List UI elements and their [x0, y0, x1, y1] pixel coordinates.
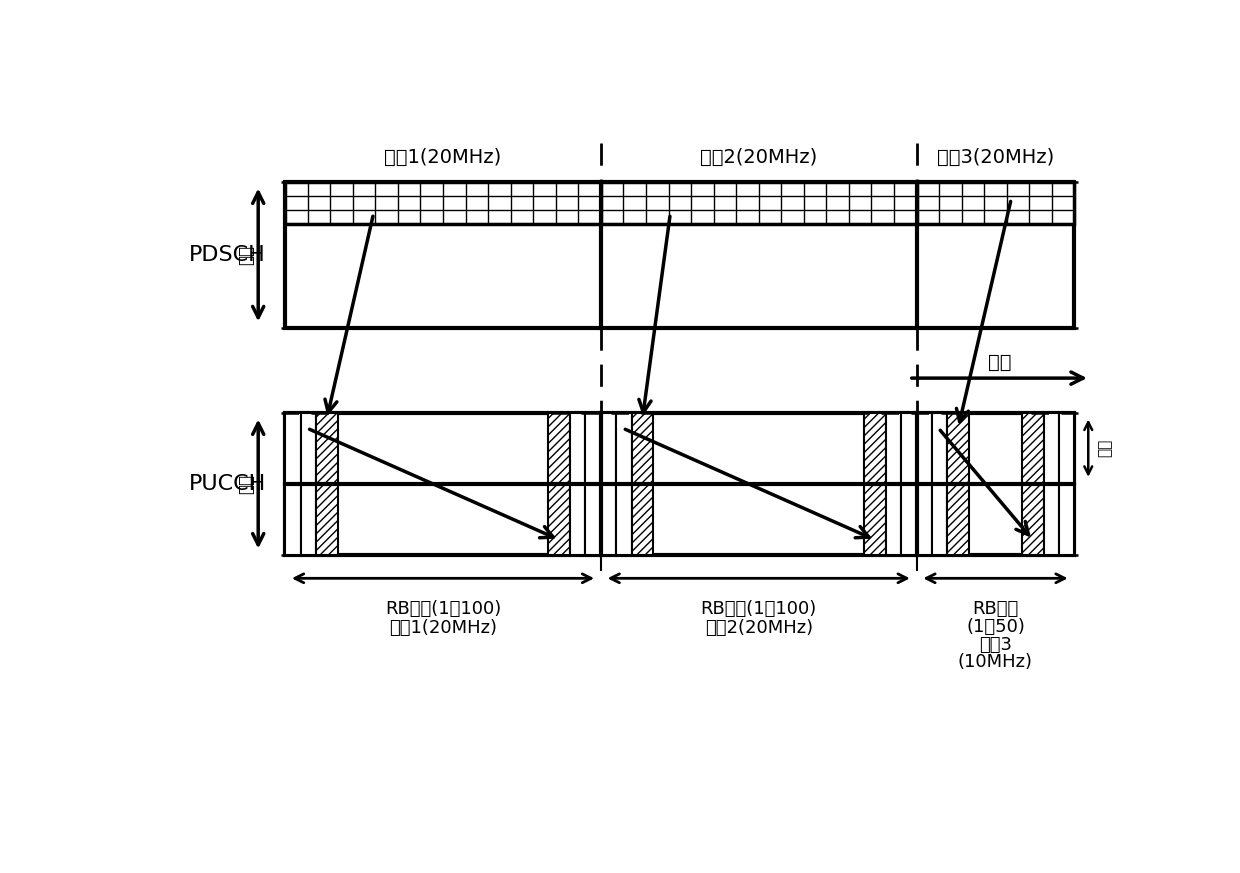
Bar [601, 413, 616, 555]
Bar [601, 182, 916, 224]
Bar [300, 413, 316, 555]
Bar [885, 413, 901, 555]
Bar [285, 182, 601, 224]
Text: 载批2(20MHz): 载批2(20MHz) [701, 148, 817, 167]
Text: 载批2(20MHz): 载批2(20MHz) [704, 619, 812, 637]
Text: RB索引: RB索引 [972, 600, 1018, 618]
Text: 子帧: 子帧 [237, 474, 255, 494]
Text: 载批3(20MHz): 载批3(20MHz) [937, 148, 1054, 167]
Bar [864, 413, 885, 555]
Text: 载批3: 载批3 [978, 636, 1012, 654]
Bar [932, 413, 947, 555]
Text: PUCCH: PUCCH [188, 474, 267, 494]
Text: (10MHz): (10MHz) [959, 653, 1033, 671]
Text: RB索引(1～100): RB索引(1～100) [701, 600, 817, 618]
Bar [916, 413, 932, 555]
Text: 子帧: 子帧 [237, 245, 255, 265]
Text: 载批1(20MHz): 载批1(20MHz) [384, 148, 502, 167]
Text: RB索引(1～100): RB索引(1～100) [384, 600, 501, 618]
Text: 子带: 子带 [1097, 439, 1112, 457]
Bar [285, 182, 1074, 328]
Bar [901, 413, 916, 555]
Text: 频率: 频率 [987, 354, 1011, 372]
Bar [631, 413, 653, 555]
Bar [1059, 413, 1074, 555]
Bar [1022, 413, 1044, 555]
Text: PDSCH: PDSCH [188, 245, 265, 265]
Bar [616, 413, 631, 555]
Bar [548, 413, 570, 555]
Bar [316, 413, 337, 555]
Bar [947, 413, 968, 555]
Text: 载批1(20MHz): 载批1(20MHz) [389, 619, 497, 637]
Bar [570, 413, 585, 555]
Bar [285, 413, 1074, 555]
Bar [285, 413, 300, 555]
Bar [916, 182, 1074, 224]
Bar [1044, 413, 1059, 555]
Text: (1～50): (1～50) [966, 618, 1025, 636]
Bar [585, 413, 601, 555]
